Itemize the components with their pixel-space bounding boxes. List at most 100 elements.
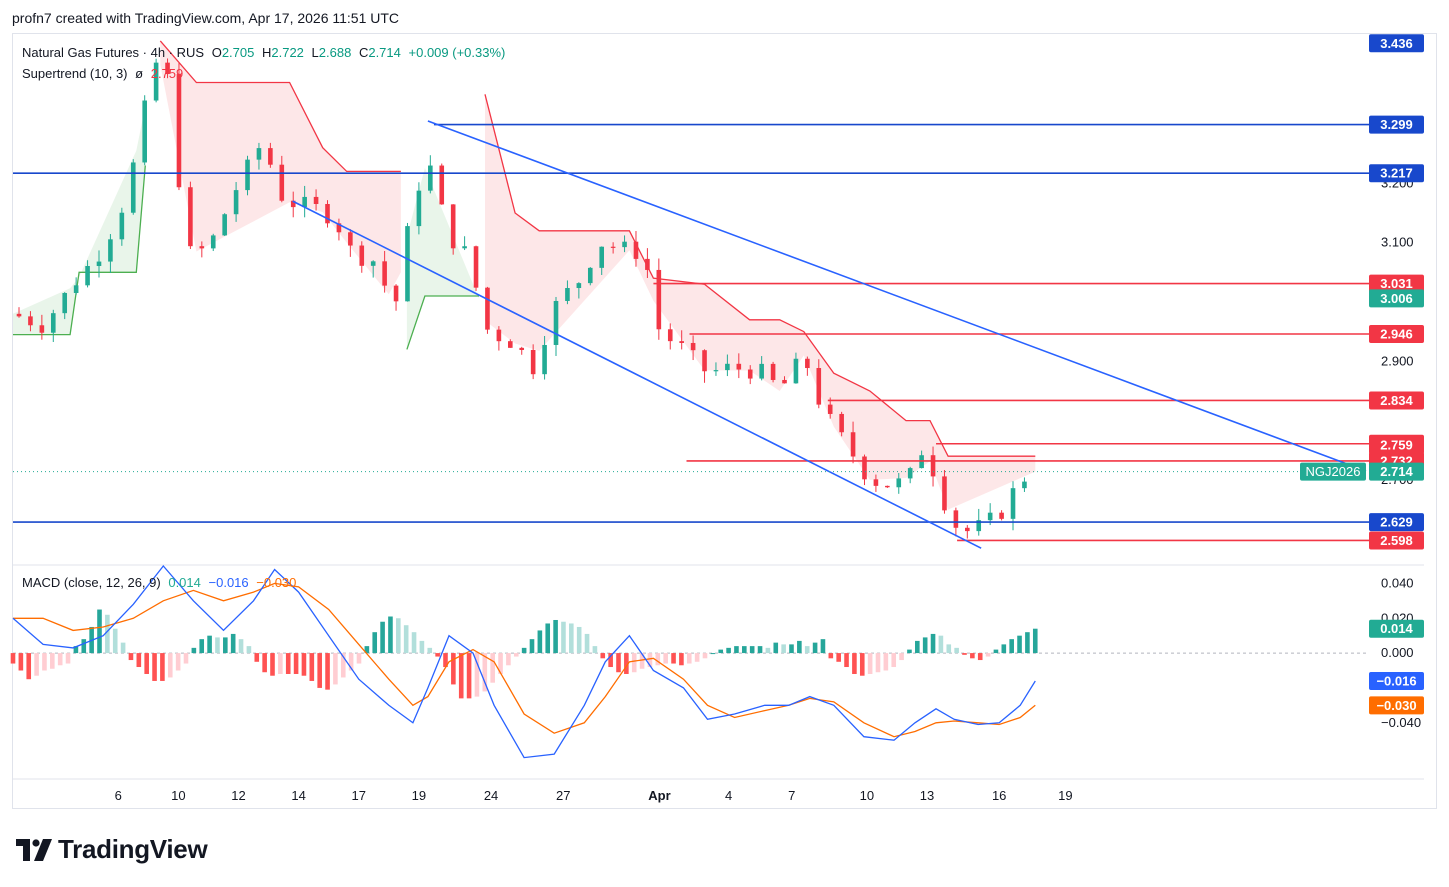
macd-histogram-bar <box>474 653 480 697</box>
price-axis-tick: 2.900 <box>1381 353 1414 368</box>
time-axis-tick: 4 <box>725 788 732 803</box>
candle-body <box>336 223 342 233</box>
candle-body <box>942 476 947 511</box>
candle-body <box>462 246 467 249</box>
time-axis-tick: 27 <box>556 788 570 803</box>
macd-histogram-bar <box>561 621 566 654</box>
macd-histogram-bar <box>97 609 102 654</box>
macd-histogram-bar <box>364 646 370 654</box>
time-axis-tick: 14 <box>291 788 305 803</box>
macd-histogram-bar <box>482 653 488 692</box>
candle-body <box>153 62 159 101</box>
macd-axis-tick: −0.040 <box>1381 715 1421 730</box>
macd-histogram-bar <box>325 653 330 690</box>
candle-body <box>39 325 45 333</box>
macd-histogram-bar <box>1017 635 1022 654</box>
candle-body <box>565 288 570 301</box>
macd-histogram-bar <box>671 653 676 664</box>
macd-badge-label: −0.016 <box>1376 673 1416 688</box>
macd-histogram-bar <box>970 653 975 659</box>
macd-histogram-bar <box>152 653 157 681</box>
candle-body <box>1022 481 1027 489</box>
candle-body <box>759 363 764 379</box>
candle-body <box>302 196 307 208</box>
change-value: +0.009 (+0.33%) <box>408 45 506 60</box>
tradingview-logo-text: TradingView <box>58 834 208 864</box>
candle-body <box>130 162 136 213</box>
macd-histogram-bar <box>215 637 220 654</box>
macd-histogram-bar <box>655 653 661 666</box>
macd-histogram-bar <box>348 653 354 671</box>
time-axis-tick: 6 <box>115 788 122 803</box>
macd-histogram-bar <box>167 653 173 678</box>
candle-body <box>987 512 993 521</box>
macd-histogram-bar <box>891 653 897 668</box>
macd-histogram-bar <box>466 653 472 699</box>
candle-body <box>827 404 833 414</box>
macd-signal-value: −0.030 <box>256 575 297 590</box>
candle-body <box>862 456 867 480</box>
macd-legend: MACD (close, 12, 26, 9) 0.014 −0.016 −0.… <box>22 575 300 590</box>
macd-histogram-bar <box>199 639 205 654</box>
high-label: H <box>261 45 272 60</box>
candle-body <box>679 341 684 343</box>
close-label: C <box>358 45 369 60</box>
candle-body <box>690 342 696 351</box>
candle-body <box>930 455 936 477</box>
macd-histogram-bar <box>915 640 920 654</box>
macd-histogram-bar <box>742 646 747 654</box>
macd-histogram-bar <box>804 646 810 654</box>
candle-body <box>610 246 616 248</box>
supertrend-label[interactable]: Supertrend (10, 3) <box>22 66 128 81</box>
low-label: L <box>311 45 319 60</box>
macd-histogram-bar <box>451 653 456 685</box>
macd-histogram-bar <box>828 653 834 659</box>
macd-label[interactable]: MACD (close, 12, 26, 9) <box>22 575 161 590</box>
open-label: O <box>211 45 222 60</box>
macd-histogram-bar <box>553 619 558 654</box>
candle-body <box>142 100 147 163</box>
candle-body <box>233 190 239 215</box>
macd-histogram-bar <box>521 647 527 654</box>
symbol-name[interactable]: Natural Gas Futures · 4h · RUS <box>22 45 205 60</box>
candle-body <box>907 468 913 479</box>
candle-body <box>839 413 844 433</box>
macd-histogram-bar <box>576 626 582 654</box>
macd-histogram-bar <box>797 640 802 654</box>
macd-histogram-bar <box>938 635 944 654</box>
candle-body <box>222 214 227 236</box>
candle-body <box>633 241 639 259</box>
candle-body <box>188 187 193 247</box>
candle-body <box>393 285 399 302</box>
macd-histogram-bar <box>490 653 495 683</box>
price-badge <box>1369 289 1424 308</box>
chart-attribution: profn7 created with TradingView.com, Apr… <box>12 10 400 26</box>
supertrend-line <box>159 40 401 173</box>
candle-body <box>667 329 673 342</box>
macd-histogram-bar <box>726 647 731 654</box>
candle-body <box>450 204 456 249</box>
macd-histogram-bar <box>246 646 252 654</box>
macd-histogram-bar <box>238 639 244 654</box>
candle-body <box>165 62 170 75</box>
candle-body <box>805 358 810 369</box>
macd-histogram-bar <box>65 653 71 664</box>
macd-histogram-bar <box>309 653 315 681</box>
macd-histogram-bar <box>781 644 786 654</box>
close-value: 2.714 <box>368 45 401 60</box>
symbol-tag <box>1300 462 1366 481</box>
macd-histogram-bar <box>230 633 236 654</box>
candle-body <box>405 226 410 302</box>
price-badge <box>1369 34 1424 53</box>
macd-histogram-bar <box>175 653 181 671</box>
macd-histogram-bar <box>639 653 645 669</box>
macd-histogram-bar <box>647 653 653 668</box>
macd-histogram-bar <box>372 632 378 654</box>
tradingview-logo[interactable]: TradingView <box>16 834 208 865</box>
tradingview-logo-icon <box>16 838 52 861</box>
price-axis-tick: 3.100 <box>1381 235 1414 250</box>
macd-histogram-bar <box>144 653 149 674</box>
macd-histogram-bar <box>899 653 904 661</box>
candle-body <box>782 379 787 384</box>
